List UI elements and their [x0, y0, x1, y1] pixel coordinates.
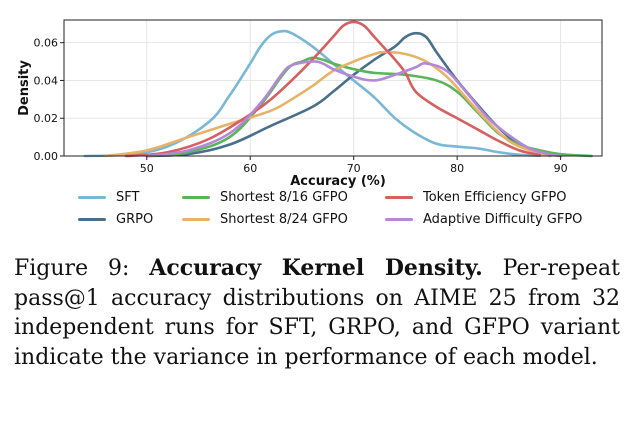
legend-swatch-shortest-824: [182, 218, 210, 221]
chart-legend: SFT GRPO Shortest 8/16 GFPO Shortest 8/2…: [78, 190, 618, 236]
legend-item-token-efficiency: Token Efficiency GFPO: [385, 190, 567, 205]
legend-swatch-grpo: [78, 218, 106, 221]
y-tick-label: 0.04: [34, 74, 59, 87]
legend-swatch-shortest-816: [182, 196, 210, 199]
caption-label: Figure 9:: [14, 256, 130, 281]
caption-title: Accuracy Kernel Density.: [149, 255, 483, 281]
chart-grid: [64, 20, 602, 157]
legend-item-sft: SFT: [78, 190, 139, 205]
legend-swatch-adaptive-difficulty: [385, 218, 413, 221]
plot-frame: [63, 19, 603, 157]
x-tick-label: 50: [140, 162, 154, 175]
legend-swatch-sft: [78, 196, 106, 199]
y-axis-label: Density: [17, 60, 32, 116]
chart-lines: [83, 20, 593, 158]
legend-label-shortest-816: Shortest 8/16 GFPO: [220, 190, 348, 205]
series-line-sft: [83, 29, 542, 158]
density-chart: 50 60 70 80 90 0.00 0.02 0.04 0.06 Accuracy (%)…: [17, 19, 603, 189]
legend-swatch-token-efficiency: [385, 196, 413, 199]
x-tick-label: 80: [450, 162, 464, 175]
legend-item-shortest-824: Shortest 8/24 GFPO: [182, 212, 348, 227]
legend-label-shortest-824: Shortest 8/24 GFPO: [220, 212, 348, 227]
legend-label-sft: SFT: [116, 190, 140, 205]
legend-label-grpo: GRPO: [116, 212, 154, 227]
legend-label-adaptive-difficulty: Adaptive Difficulty GFPO: [423, 212, 583, 227]
x-tick-label: 60: [243, 162, 257, 175]
y-tick-label: 0.02: [34, 112, 59, 125]
y-tick-label: 0.06: [34, 37, 59, 50]
legend-item-adaptive-difficulty: Adaptive Difficulty GFPO: [385, 212, 582, 227]
legend-item-shortest-816: Shortest 8/16 GFPO: [182, 190, 348, 205]
caption-text: Per-repeat pass@1 accuracy distributions…: [14, 256, 621, 371]
y-tick-label: 0.00: [34, 150, 59, 163]
x-tick-label: 90: [554, 162, 568, 175]
x-axis-label: Accuracy (%): [290, 174, 386, 189]
x-axis-ticks: 50 60 70 80 90: [140, 156, 568, 175]
y-axis-ticks: 0.00 0.02 0.04 0.06: [34, 37, 64, 163]
legend-item-grpo: GRPO: [78, 212, 153, 227]
legend-label-token-efficiency: Token Efficiency GFPO: [423, 190, 567, 205]
figure-caption: Figure 9: Accuracy Kernel Density. Per-r…: [14, 254, 620, 373]
x-tick-label: 70: [347, 162, 361, 175]
series-line-token-efficiency-gfpo: [124, 20, 542, 158]
series-line-adaptive-difficulty-gfpo: [145, 60, 562, 158]
series-line-shortest-8-24-gfpo: [104, 50, 552, 158]
